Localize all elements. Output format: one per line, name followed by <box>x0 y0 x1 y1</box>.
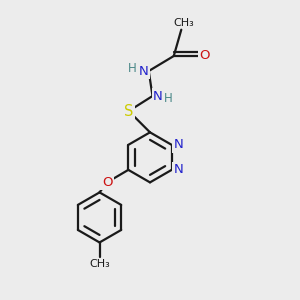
Text: H: H <box>164 92 173 105</box>
Text: N: N <box>153 89 163 103</box>
Text: N: N <box>173 164 183 176</box>
Text: O: O <box>199 50 209 62</box>
Text: N: N <box>139 64 148 77</box>
Text: O: O <box>102 176 112 189</box>
Text: H: H <box>128 62 137 75</box>
Text: CH₃: CH₃ <box>173 18 194 28</box>
Text: S: S <box>124 103 134 118</box>
Text: N: N <box>173 164 183 176</box>
Text: N: N <box>173 138 183 151</box>
Text: N: N <box>173 138 183 151</box>
Text: CH₃: CH₃ <box>89 259 110 269</box>
